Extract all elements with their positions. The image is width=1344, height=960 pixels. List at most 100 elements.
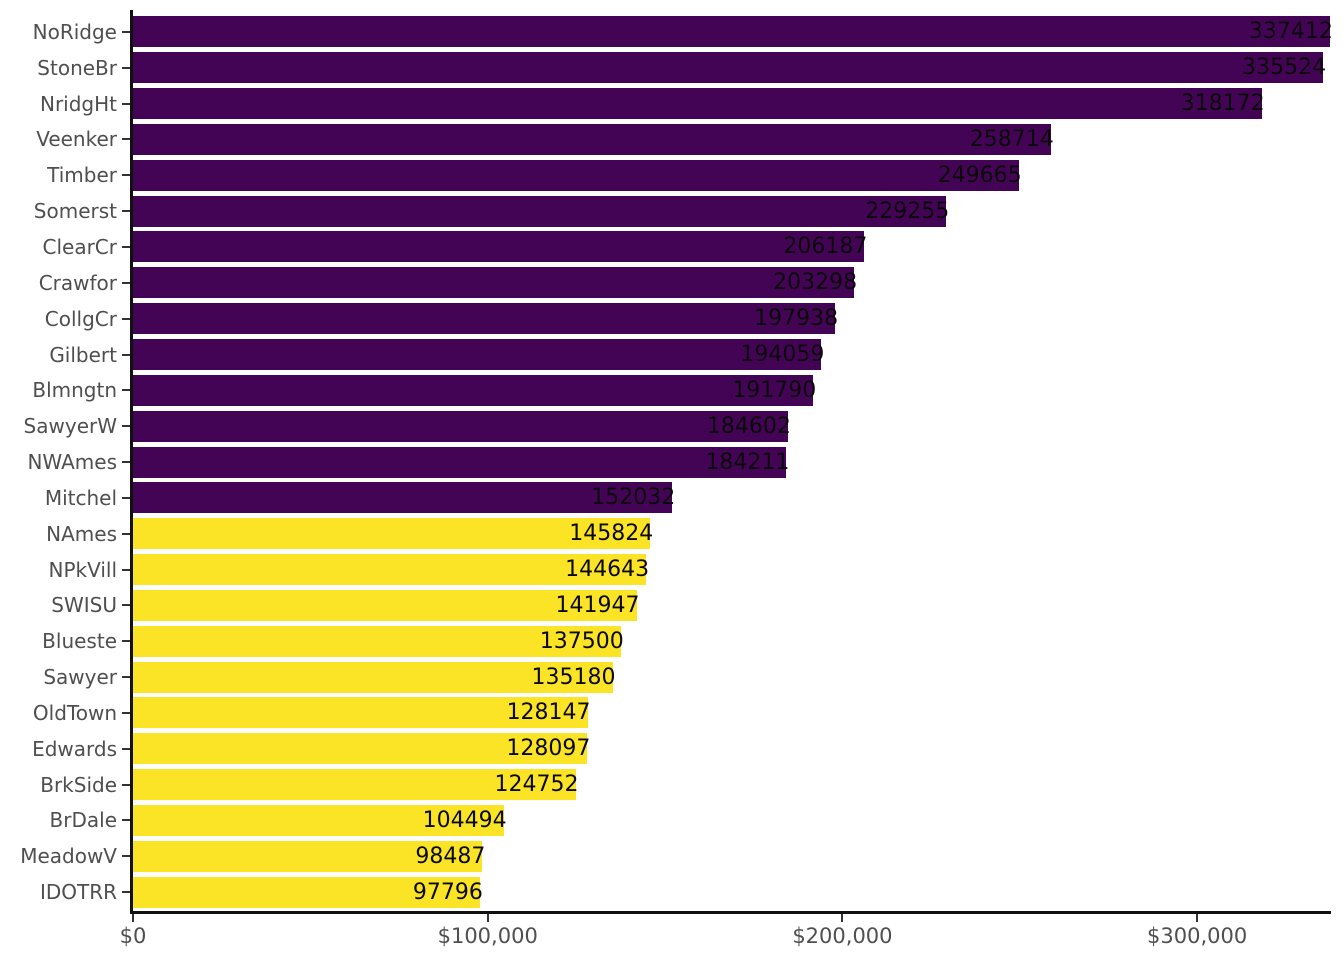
bar-row: NWAmes 184211	[0, 444, 1344, 480]
bar: 104494	[133, 804, 507, 836]
bar: 229255	[133, 195, 949, 227]
y-tick-mark	[122, 461, 130, 464]
bar: 97796	[133, 876, 483, 908]
bar-value-label: 249665	[937, 162, 1022, 188]
category-label: OldTown	[32, 700, 117, 725]
bar-track: 184211	[133, 446, 1344, 478]
bar: 145824	[133, 518, 653, 550]
plot-area: NoRidge 337412 StoneBr 335524 NridgHt 318172 V…	[0, 14, 1344, 910]
category-label: IDOTRR	[39, 880, 117, 905]
bar: 124752	[133, 769, 579, 801]
bar: 318172	[133, 88, 1265, 120]
category-label: NoRidge	[32, 19, 117, 44]
bar-row: Somerst 229255	[0, 193, 1344, 229]
bar-value-label: 184211	[705, 449, 790, 475]
bar-row: BrkSide 124752	[0, 767, 1344, 803]
bar-row: IDOTRR 97796	[0, 874, 1344, 910]
category-label: Edwards	[32, 736, 117, 761]
category-label: Gilbert	[49, 342, 117, 367]
bar-track: 141947	[133, 589, 1344, 621]
bar: 184602	[133, 410, 791, 442]
bar-value-label: 337412	[1248, 19, 1333, 45]
bar-row: OldTown 128147	[0, 695, 1344, 731]
bar-track: 194059	[133, 339, 1344, 371]
bar-track: 258714	[133, 123, 1344, 155]
y-tick-mark	[122, 676, 130, 679]
bar-track: 128097	[133, 733, 1344, 765]
bar-row: NPkVill 144643	[0, 552, 1344, 588]
bar-value-label: 128097	[506, 736, 591, 762]
bar-value-label: 137500	[539, 628, 624, 654]
x-tick-mark	[1196, 914, 1199, 922]
y-tick-mark	[122, 891, 130, 894]
bar-track: 249665	[133, 159, 1344, 191]
category-label: NWAmes	[27, 450, 117, 475]
bar-track: 104494	[133, 804, 1344, 836]
y-tick-mark	[122, 210, 130, 213]
bar-track: 337412	[133, 16, 1344, 48]
bar-track: 97796	[133, 876, 1344, 908]
y-tick-mark	[122, 604, 130, 607]
category-label: BrDale	[49, 808, 117, 833]
bar-value-label: 318172	[1180, 91, 1265, 117]
bar-value-label: 144643	[565, 557, 650, 583]
bar-row: SWISU 141947	[0, 588, 1344, 624]
bar-track: 197938	[133, 303, 1344, 335]
bar-row: Gilbert 194059	[0, 337, 1344, 373]
bar-row: NAmes 145824	[0, 516, 1344, 552]
bar: 206187	[133, 231, 868, 263]
bar-row: CollgCr 197938	[0, 301, 1344, 337]
category-label: Mitchel	[44, 485, 117, 510]
bar-track: 124752	[133, 769, 1344, 801]
bar-row: Blmngtn 191790	[0, 372, 1344, 408]
category-label: NridgHt	[39, 91, 117, 116]
category-label: SWISU	[51, 593, 117, 618]
bar-value-label: 135180	[531, 664, 616, 690]
bar: 128097	[133, 733, 591, 765]
bar: 191790	[133, 374, 817, 406]
bar-value-label: 197938	[754, 306, 839, 332]
bar-value-label: 128147	[506, 700, 591, 726]
bar-track: 318172	[133, 88, 1344, 120]
bar-value-label: 191790	[732, 377, 817, 403]
category-label: Veenker	[36, 127, 117, 152]
bar-value-label: 335524	[1242, 55, 1327, 81]
category-label: Sawyer	[43, 665, 117, 690]
category-label: NAmes	[46, 521, 117, 546]
bar-track: 135180	[133, 661, 1344, 693]
bar: 249665	[133, 159, 1022, 191]
bar-track: 128147	[133, 697, 1344, 729]
y-tick-mark	[122, 747, 130, 750]
bar: 137500	[133, 625, 624, 657]
category-label: ClearCr	[42, 234, 118, 259]
category-label: Somerst	[33, 199, 117, 224]
bar: 128147	[133, 697, 591, 729]
y-tick-mark	[122, 30, 130, 33]
bar-value-label: 206187	[783, 234, 868, 260]
bar-track: 203298	[133, 267, 1344, 299]
category-label: MeadowV	[20, 844, 117, 869]
category-label: BrkSide	[40, 772, 117, 797]
x-tick-label: $200,000	[792, 924, 893, 948]
x-tick-label: $300,000	[1147, 924, 1248, 948]
bar-track: 144643	[133, 554, 1344, 586]
bar-value-label: 141947	[555, 592, 640, 618]
y-tick-mark	[122, 281, 130, 284]
y-axis-line	[130, 10, 133, 914]
bar-track: 152032	[133, 482, 1344, 514]
category-label: Blmngtn	[32, 378, 117, 403]
category-label: Crawfor	[38, 270, 117, 295]
y-tick-mark	[122, 819, 130, 822]
bar-track: 137500	[133, 625, 1344, 657]
bar-row: Edwards 128097	[0, 731, 1344, 767]
bar-track: 335524	[133, 52, 1344, 84]
bar: 194059	[133, 339, 824, 371]
bar-track: 229255	[133, 195, 1344, 227]
bar-row: NridgHt 318172	[0, 86, 1344, 122]
category-label: Blueste	[42, 629, 117, 654]
bar-value-label: 203298	[773, 270, 858, 296]
x-tick-label: $100,000	[437, 924, 538, 948]
bar: 258714	[133, 123, 1054, 155]
x-axis-line	[130, 911, 1331, 914]
